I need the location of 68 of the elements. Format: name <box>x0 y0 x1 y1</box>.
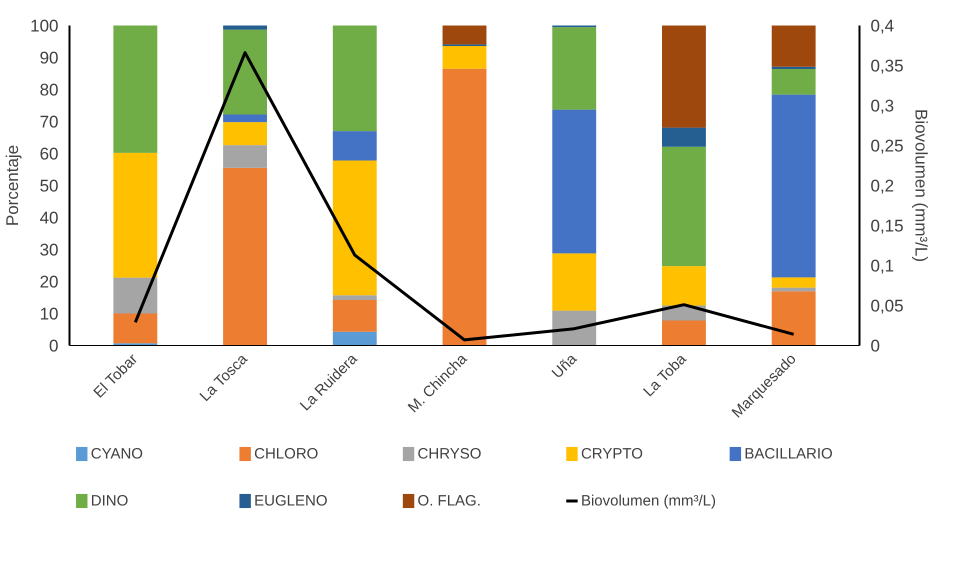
legend-label: BACILLARIO <box>744 446 833 462</box>
bar <box>552 253 596 311</box>
line-series <box>134 51 796 342</box>
bar <box>442 26 486 44</box>
bar <box>772 69 816 95</box>
bar <box>113 152 158 278</box>
bar <box>442 46 486 69</box>
y2-tick-label: 0,3 <box>870 96 894 116</box>
y-tick-label: 40 <box>40 208 59 228</box>
y-tick-label: 60 <box>40 144 59 164</box>
y-tick-label: 10 <box>40 304 59 324</box>
bar <box>223 30 267 114</box>
y-tick-label: 0 <box>49 336 59 356</box>
y2-tick-label: 0,05 <box>870 296 904 316</box>
bar <box>662 26 706 128</box>
bar <box>332 160 377 296</box>
bar <box>332 26 377 132</box>
legend-label: CYANO <box>90 446 143 462</box>
legend-label: Biovolumen (mm³/L) <box>580 492 716 510</box>
legend-label: CRYPTO <box>580 446 643 462</box>
bar <box>113 26 158 153</box>
y-axis-title: Porcentaje <box>3 144 22 226</box>
y-tick-label: 90 <box>40 48 59 68</box>
bar <box>442 68 486 346</box>
bar <box>662 128 706 147</box>
bar <box>113 278 158 314</box>
y-tick-label: 20 <box>40 272 59 292</box>
bar <box>332 131 377 161</box>
x-tick-label: Uña <box>548 350 581 382</box>
bar <box>772 291 816 346</box>
y-tick-label: 70 <box>40 112 59 132</box>
bar <box>332 332 377 346</box>
bar <box>662 146 706 266</box>
y-tick-label: 80 <box>40 80 59 100</box>
bar <box>223 122 267 146</box>
y2-tick-label: 0,35 <box>870 56 904 76</box>
bar <box>223 168 267 346</box>
y2-tick-label: 0,4 <box>870 16 894 36</box>
y2-tick-label: 0,2 <box>870 176 894 196</box>
bar <box>223 26 267 30</box>
bar <box>552 110 596 254</box>
bar <box>332 295 377 300</box>
bar <box>772 277 816 288</box>
legend-label: DINO <box>90 492 128 510</box>
bar <box>662 266 706 306</box>
bar <box>223 145 267 168</box>
bar <box>772 66 816 70</box>
bar <box>223 114 267 122</box>
bar <box>662 320 706 346</box>
y2-tick-label: 0 <box>870 336 880 356</box>
bar <box>772 288 816 292</box>
bar <box>772 94 816 278</box>
y-tick-label: 30 <box>40 240 59 260</box>
bar <box>332 300 377 332</box>
bar <box>552 27 596 110</box>
y2-tick-label: 0,1 <box>870 256 894 276</box>
legend-label: CHLORO <box>254 446 318 462</box>
legend-label: O. FLAG. <box>418 492 481 510</box>
y2-tick-label: 0,15 <box>870 216 904 236</box>
legend-label: CHRYSO <box>418 446 482 462</box>
legend-label: EUGLENO <box>254 492 328 510</box>
y2-axis-title: Biovolumen (mm³/L) <box>912 108 931 262</box>
y-tick-label: 100 <box>30 16 59 36</box>
y2-tick-label: 0,25 <box>870 136 904 156</box>
bar <box>113 314 158 344</box>
y-tick-label: 50 <box>40 176 59 196</box>
bar <box>772 26 816 67</box>
x-tick-label: La Toba <box>640 350 690 400</box>
